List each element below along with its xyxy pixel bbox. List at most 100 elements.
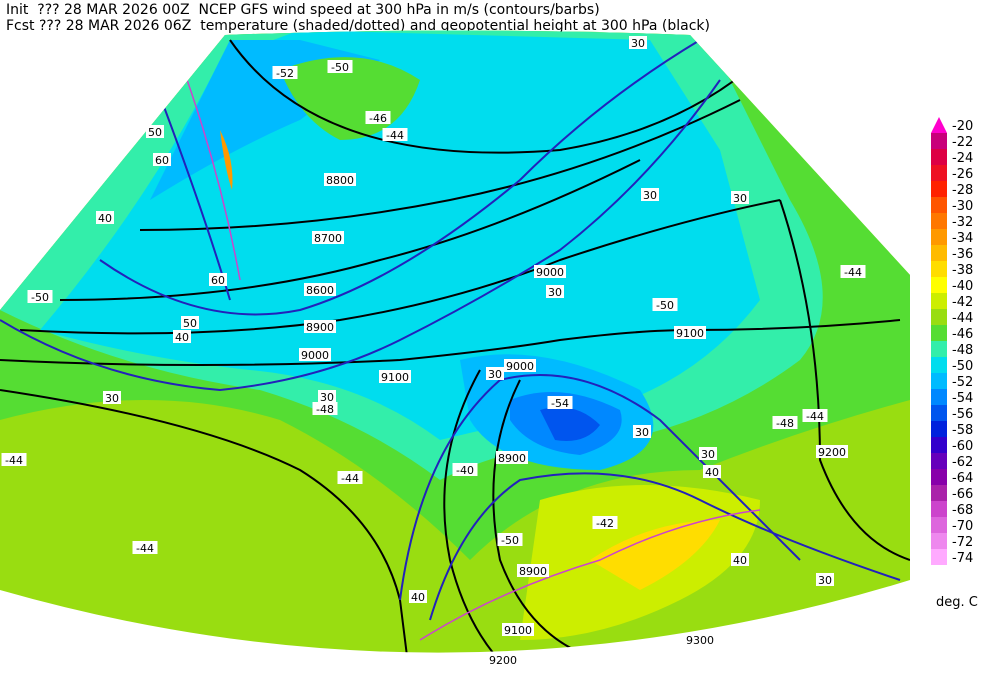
colorbar-box	[931, 485, 947, 501]
colorbar-box	[931, 181, 947, 197]
colorbar-label: -38	[952, 263, 973, 278]
colorbar-label: -44	[952, 311, 973, 326]
label-box	[703, 465, 721, 478]
contour-label: 30	[548, 286, 562, 299]
header-line: Init ??? 28 MAR 2026 00Z NCEP GFS wind s…	[6, 2, 600, 18]
contour-label: 30	[818, 574, 832, 587]
contour-label: -40	[456, 464, 474, 477]
contour-label: -44	[341, 472, 359, 485]
colorbar-box	[931, 517, 947, 533]
contour-label: 8900	[306, 321, 334, 334]
colorbar-label: -72	[952, 535, 973, 550]
contour-label: 40	[733, 554, 747, 567]
colorbar-box	[931, 293, 947, 309]
contour-label: 40	[411, 591, 425, 604]
contour-label: -42	[596, 517, 614, 530]
label-box	[487, 653, 519, 666]
contour-label: 8600	[306, 284, 334, 297]
colorbar-box	[931, 341, 947, 357]
label-box	[731, 191, 749, 204]
colorbar-box	[931, 165, 947, 181]
label-box	[103, 391, 121, 404]
contour-label: -50	[501, 534, 519, 547]
contour-label: 8700	[314, 232, 342, 245]
label-box	[318, 390, 336, 403]
contour-label: -50	[656, 299, 674, 312]
label-box	[327, 60, 353, 73]
label-box	[652, 298, 678, 311]
colorbar-label: -40	[952, 279, 973, 294]
contour-label: -50	[331, 61, 349, 74]
contour-label: 30	[320, 391, 334, 404]
colorbar-box	[931, 421, 947, 437]
contour-label: 40	[705, 466, 719, 479]
contour-label: 30	[631, 37, 645, 50]
contour-label: 30	[643, 189, 657, 202]
label-box	[312, 231, 344, 244]
label-box	[209, 273, 227, 286]
label-box	[272, 66, 298, 79]
colorbar-label: -22	[952, 135, 973, 150]
label-box	[173, 330, 191, 343]
contour-label: 40	[175, 331, 189, 344]
colorbar-label: -64	[952, 471, 973, 486]
colorbar-label: -60	[952, 439, 973, 454]
label-box	[304, 320, 336, 333]
label-box	[324, 173, 356, 186]
colorbar-label: -34	[952, 231, 973, 246]
colorbar-box	[931, 373, 947, 389]
label-box	[546, 285, 564, 298]
colorbar-box	[931, 405, 947, 421]
label-box	[731, 553, 749, 566]
label-box	[802, 409, 828, 422]
colorbar-box	[931, 453, 947, 469]
contour-label: 9100	[381, 371, 409, 384]
label-box	[452, 463, 478, 476]
label-box	[181, 316, 199, 329]
colorbar-label: -54	[952, 391, 973, 406]
contour-label: 8900	[519, 565, 547, 578]
label-box	[517, 564, 549, 577]
contour-label: 60	[211, 274, 225, 287]
colorbar-label: -66	[952, 487, 973, 502]
contour-label: -44	[5, 454, 23, 467]
colorbar-box	[931, 149, 947, 165]
label-box	[684, 633, 716, 646]
label-box	[534, 265, 566, 278]
colorbar-label: -70	[952, 519, 973, 534]
contour-label: -44	[806, 410, 824, 423]
label-box	[27, 290, 53, 303]
colorbar-label: -50	[952, 359, 973, 374]
label-box	[96, 211, 114, 224]
colorbar-box	[931, 309, 947, 325]
label-box	[816, 445, 848, 458]
colorbar-label: -52	[952, 375, 973, 390]
contour-label: 50	[148, 126, 162, 139]
colorbar-label: -20	[952, 119, 973, 134]
colorbar-label: -30	[952, 199, 973, 214]
contour-label: 50	[183, 317, 197, 330]
contour-label: -52	[276, 67, 294, 80]
contour-label: 30	[105, 392, 119, 405]
contour-label: 30	[488, 368, 502, 381]
colorbar-box	[931, 133, 947, 149]
colorbar-box	[931, 245, 947, 261]
label-box	[153, 153, 171, 166]
label-box	[840, 265, 866, 278]
label-box	[1, 453, 27, 466]
colorbar-arrow	[931, 117, 947, 133]
label-box	[312, 402, 338, 415]
colorbar-label: -56	[952, 407, 973, 422]
label-box	[146, 125, 164, 138]
contour-label: 8900	[498, 452, 526, 465]
contour-label: -50	[31, 291, 49, 304]
contour-label: -46	[369, 112, 387, 125]
contour-label: 9100	[676, 327, 704, 340]
colorbar-box	[931, 261, 947, 277]
colorbar-box	[931, 357, 947, 373]
colorbar-label: -24	[952, 151, 973, 166]
label-box	[772, 416, 798, 429]
